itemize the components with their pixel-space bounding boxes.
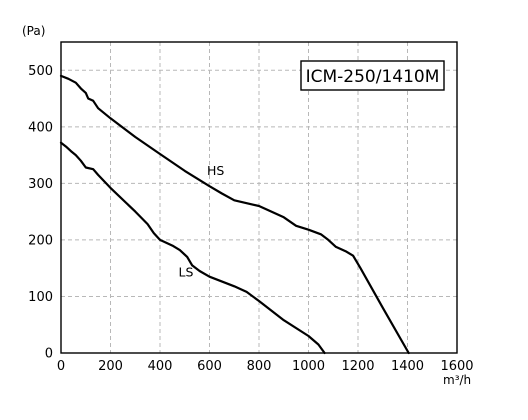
y-tick-label: 0	[45, 347, 53, 362]
y-tick-label: 500	[28, 64, 53, 79]
chart-title-box: ICM-250/1410M	[300, 60, 445, 91]
series-line-ls	[59, 141, 326, 355]
series-label-ls: LS	[179, 265, 194, 280]
x-axis-unit: m³/h	[443, 373, 471, 387]
y-tick-label: 200	[28, 233, 53, 248]
y-tick-label: 300	[28, 177, 53, 192]
x-tick-label: 400	[148, 359, 173, 374]
curves: HS LS	[59, 74, 410, 355]
tick-labels: 0 200 400 600 800 1000 1200 1400 1600 0 100 200 300 4…	[28, 64, 473, 374]
x-tick-label: 800	[247, 359, 272, 374]
x-tick-label: 1400	[391, 359, 424, 374]
x-tick-label: 0	[57, 359, 65, 374]
series-label-hs: HS	[207, 163, 224, 178]
chart-title: ICM-250/1410M	[306, 67, 440, 87]
x-tick-label: 1600	[440, 359, 473, 374]
series-line-hs	[59, 74, 410, 355]
x-tick-label: 1000	[292, 359, 325, 374]
grid	[61, 42, 457, 353]
y-tick-label: 400	[28, 120, 53, 135]
y-tick-label: 100	[28, 290, 53, 305]
y-axis-unit: (Pa)	[22, 24, 45, 38]
plot-frame	[60, 41, 458, 354]
x-tick-label: 1200	[341, 359, 374, 374]
x-tick-label: 200	[98, 359, 123, 374]
x-tick-label: 600	[197, 359, 222, 374]
